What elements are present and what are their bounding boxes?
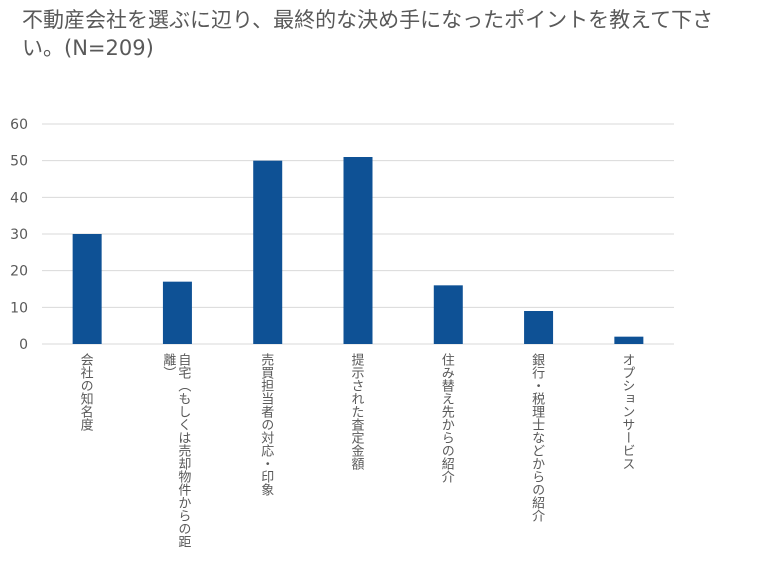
bar: [343, 157, 373, 344]
x-category-label: 提示された査定金額: [348, 353, 364, 470]
chart-title: 不動産会社を選ぶに辺り、最終的な決め手になったポイントを教えて下さい。(N=20…: [22, 8, 714, 60]
x-category-label: 銀行・税理士などからの紹介: [529, 353, 545, 522]
y-tick-label: 0: [19, 337, 28, 353]
bar: [524, 311, 554, 344]
bar: [433, 285, 463, 344]
x-category-label: 住み替え先からの紹介: [438, 353, 454, 483]
x-category-label: オプションサービス: [619, 353, 635, 470]
bar: [614, 336, 644, 344]
y-tick-label: 20: [10, 264, 28, 280]
bar: [72, 234, 102, 344]
y-tick-label: 40: [10, 190, 28, 206]
y-tick-label: 30: [10, 227, 28, 243]
y-tick-label: 10: [10, 300, 28, 316]
x-category-label: 会社の知名度: [77, 353, 93, 431]
y-tick-label: 50: [10, 154, 28, 170]
bar: [253, 160, 283, 344]
x-category-label: 自宅（もしくは売却物件からの距 離）: [160, 353, 191, 548]
x-category-label: 売買担当者の対応・印象: [258, 353, 274, 496]
y-tick-label: 60: [10, 117, 28, 133]
bar: [162, 281, 192, 344]
